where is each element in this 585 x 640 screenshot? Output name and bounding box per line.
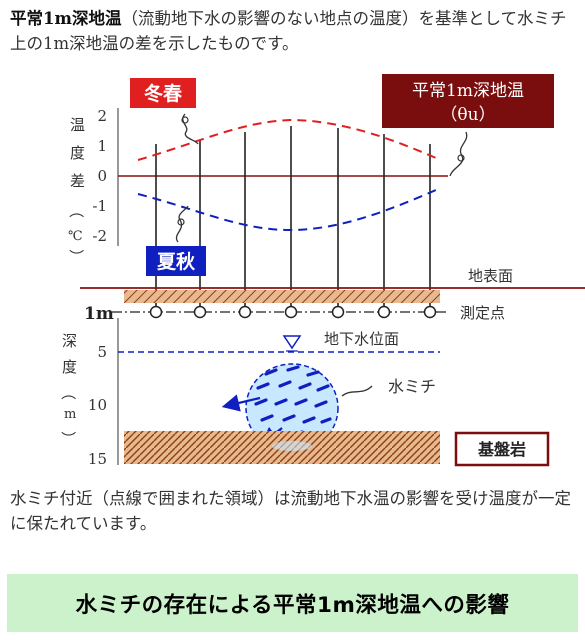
normal-temp-label-box: [382, 74, 554, 128]
water-vein-leader: [341, 385, 373, 397]
normal-temp-label-line1: 平常1m深地温: [412, 81, 524, 101]
lower-axis-char: 度: [62, 358, 77, 376]
winter-leader: [182, 113, 199, 145]
winter-spring-label: 冬春: [144, 82, 182, 105]
flow-arrow-left: [221, 394, 261, 412]
upper-tick-2: 2: [97, 107, 107, 125]
probe-lines: [155, 126, 431, 311]
upper-axis-char: （: [67, 203, 85, 218]
summer-leader-circle: [177, 218, 185, 226]
measurement-point-label: 測定点: [460, 304, 505, 322]
water-vein-label: 水ミチ: [388, 377, 436, 396]
summer-autumn-label: 夏秋: [157, 250, 196, 273]
measurement-points: [149, 305, 437, 319]
water-level-triangle-icon: [282, 335, 302, 350]
normal-temp-leader-circle: [457, 154, 465, 162]
lower-axis-char: 深: [62, 332, 77, 350]
intro-text: 平常1m深地温（流動地下水の影響のない地点の温度）を基準として水ミチ上の1m深地…: [10, 6, 575, 56]
winter-spring-curve: [137, 118, 437, 161]
lower-axis-char: m: [64, 407, 76, 422]
title-banner: 水ミチの存在による平常1m深地温への影響: [7, 574, 578, 632]
upper-axis-char: 差: [70, 172, 85, 190]
ground-surface-label: 地表面: [468, 267, 513, 285]
water-vein-overlap: [272, 441, 312, 451]
groundwater-level-label: 地下水位面: [324, 330, 399, 348]
upper-tick-1: 1: [97, 137, 107, 155]
lower-axis-char: ）: [59, 431, 77, 446]
one-m-label: 1m: [84, 304, 114, 324]
intro-bold-term: 平常1m深地温: [10, 9, 122, 28]
lower-tick-5: 5: [97, 343, 107, 361]
lower-tick-15: 15: [88, 450, 107, 468]
surface-soil-layer: [124, 290, 440, 303]
upper-tick-0: 0: [97, 167, 107, 185]
upper-axis-char: 温: [70, 116, 85, 134]
lower-axis-char: （: [59, 385, 77, 400]
normal-temp-label-line2: （θu）: [440, 105, 495, 125]
bedrock-label: 基盤岩: [477, 440, 526, 459]
winter-spring-label-box: [130, 78, 196, 108]
summer-leader: [175, 205, 189, 243]
summer-autumn-label-box: [146, 246, 206, 276]
upper-axis-char: ℃: [68, 229, 83, 244]
bedrock-label-box: [454, 431, 550, 467]
intro-rest: （流動地下水の影響のない地点の温度）を基準として水ミチ上の1m深地温の差を示した…: [10, 9, 567, 53]
winter-leader-circle: [181, 116, 189, 124]
summer-autumn-curve: [137, 189, 437, 232]
upper-tick-neg2: -2: [92, 227, 107, 245]
upper-axis-char: 度: [70, 144, 85, 162]
outro-text: 水ミチ付近（点線で囲まれた領域）は流動地下水温の影響を受け温度が一定に保たれてい…: [10, 489, 571, 533]
normal-temp-leader: [449, 131, 468, 177]
diagram-svg: 温 度 差 （ ℃ ） 2 1 0 -1 -2: [59, 74, 585, 468]
lower-tick-10: 10: [88, 396, 107, 414]
upper-tick-neg1: -1: [92, 197, 107, 215]
upper-axis-char: ）: [67, 249, 85, 264]
groundwater-diagram: 温 度 差 （ ℃ ） 2 1 0 -1 -2: [0, 70, 585, 490]
